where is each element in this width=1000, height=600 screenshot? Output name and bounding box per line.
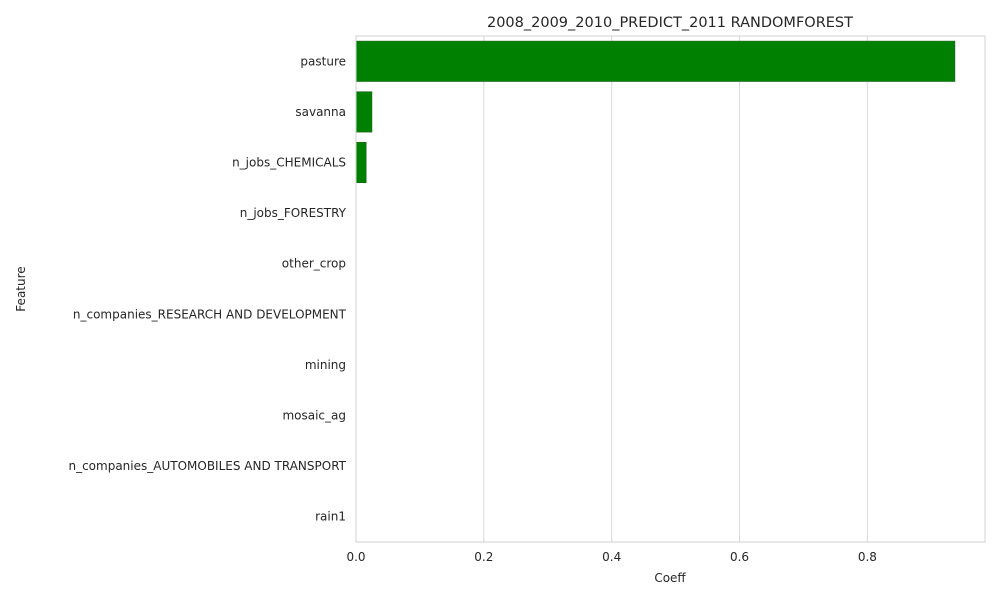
bar-n-jobs-chemicals xyxy=(355,142,367,183)
y-tick-label: savanna xyxy=(295,105,346,119)
grid-lines xyxy=(355,36,868,542)
y-tick-label: n_companies_RESEARCH AND DEVELOPMENT xyxy=(73,307,347,321)
bars xyxy=(355,40,956,183)
y-tick-label: other_crop xyxy=(282,257,346,271)
y-tick-labels: pasture savanna n_jobs_CHEMICALS n_jobs_FOR… xyxy=(68,54,346,523)
y-tick-label: mosaic_ag xyxy=(282,409,346,423)
chart-title: 2008_2009_2010_PREDICT_2011 RANDOMFOREST xyxy=(487,15,853,31)
y-tick-label: rain1 xyxy=(315,510,346,524)
x-tick-label: 0.6 xyxy=(730,550,749,564)
y-tick-label: n_jobs_CHEMICALS xyxy=(232,156,346,170)
x-tick-label: 0.2 xyxy=(474,550,493,564)
x-tick-label: 0.4 xyxy=(602,550,621,564)
bar-savanna xyxy=(355,91,373,133)
y-tick-label: n_companies_AUTOMOBILES AND TRANSPORT xyxy=(68,459,346,473)
x-tick-labels: 0.0 0.2 0.4 0.6 0.8 xyxy=(346,550,876,564)
y-tick-label: pasture xyxy=(300,54,346,68)
x-axis-title: Coeff xyxy=(654,571,686,585)
x-tick-label: 0.8 xyxy=(858,550,877,564)
y-tick-label: mining xyxy=(305,358,346,372)
y-axis-title: Feature xyxy=(14,266,28,311)
plot-frame xyxy=(355,35,986,543)
x-tick-label: 0.0 xyxy=(346,550,365,564)
y-tick-label: n_jobs_FORESTRY xyxy=(240,206,347,220)
bar-pasture xyxy=(355,40,956,82)
